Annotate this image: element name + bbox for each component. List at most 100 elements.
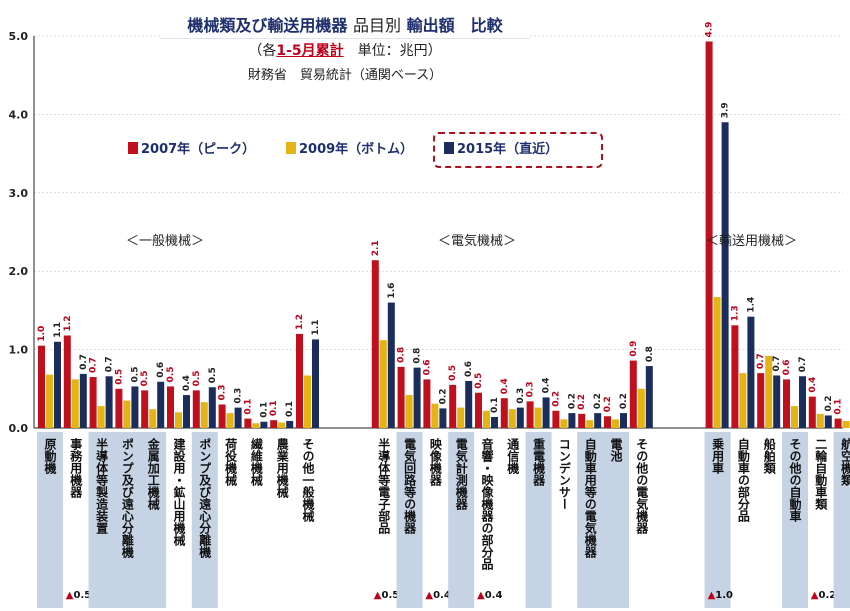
bar-s2007 xyxy=(141,390,149,428)
y-tick-label: 0.0 xyxy=(9,422,29,435)
data-label: 0.7 xyxy=(772,356,782,372)
y-tick-label: 3.0 xyxy=(9,187,29,200)
bar-s2007 xyxy=(449,384,457,428)
bar-s2015 xyxy=(260,421,268,428)
data-label: 0.8 xyxy=(645,346,655,362)
bar-s2007 xyxy=(89,377,97,428)
bar-s2009 xyxy=(560,419,568,428)
subtitle-post: 単位：兆円） xyxy=(343,43,442,59)
bar-s2009 xyxy=(765,355,773,428)
data-label: 0.3 xyxy=(516,388,526,404)
data-label: 0.6 xyxy=(156,362,166,378)
data-label: 0.2 xyxy=(551,391,561,407)
bar-s2007 xyxy=(244,418,252,428)
bar-s2009 xyxy=(586,420,594,428)
y-tick-label: 4.0 xyxy=(9,108,29,121)
bar-s2015 xyxy=(773,375,781,428)
data-label: 0.3 xyxy=(526,381,536,397)
category-label: 電池 xyxy=(609,438,623,463)
bar-s2009 xyxy=(816,413,824,428)
bar-s2007 xyxy=(296,333,303,428)
bar-s2007 xyxy=(218,404,226,428)
bar-s2009 xyxy=(200,402,208,428)
bar-s2015 xyxy=(208,387,216,428)
category-label-panel xyxy=(448,432,475,608)
data-label: 0.7 xyxy=(105,356,115,372)
category-label-panel xyxy=(577,432,604,608)
bar-s2015 xyxy=(516,407,524,428)
chart-title-main: 機械類及び輸送用機器 xyxy=(187,16,348,35)
bar-s2015 xyxy=(568,413,576,428)
bar-s2007 xyxy=(397,366,405,428)
category-label: 通信機 xyxy=(506,437,520,475)
data-label: 0.2 xyxy=(438,388,448,404)
bar-s2009 xyxy=(123,400,131,428)
category-label-panel xyxy=(88,432,115,608)
y-tick-label: 1.0 xyxy=(9,344,29,357)
bar-s2015 xyxy=(491,417,498,428)
category-label: その他の電気機器 xyxy=(635,438,649,535)
decrease-note: ▲0.4 xyxy=(425,590,450,601)
bar-s2015 xyxy=(799,376,806,428)
bar-s2009 xyxy=(637,388,645,428)
bar-s2009 xyxy=(508,409,516,428)
category-label: 船舶類 xyxy=(762,437,776,475)
y-tick-label: 2.0 xyxy=(9,265,29,278)
data-label: 1.0 xyxy=(37,326,47,342)
legend-label-2015: 2015年（直近） xyxy=(457,142,559,157)
bar-s2009 xyxy=(71,379,79,428)
bar-s2009 xyxy=(483,410,490,428)
category-label: 二輪自動車類 xyxy=(814,438,828,511)
data-label: 1.2 xyxy=(63,316,73,332)
bar-s2015 xyxy=(79,373,87,428)
bar-s2009 xyxy=(46,374,53,428)
data-label: 0.2 xyxy=(824,396,834,412)
category-label: 電気計測機器 xyxy=(454,438,468,511)
data-label: 0.6 xyxy=(464,361,474,377)
group-label-general-machinery: ＜一般機械＞ xyxy=(126,234,205,249)
legend-label-2007: 2007年（ピーク） xyxy=(141,142,256,157)
data-label: 0.5 xyxy=(114,369,124,385)
bar-s2009 xyxy=(534,407,542,428)
category-label: 農業用機械 xyxy=(275,437,289,499)
bar-s2007 xyxy=(63,335,71,428)
subtitle-pre: （各 xyxy=(248,43,277,59)
data-label: 0.8 xyxy=(397,347,407,363)
category-label: その他一般機械 xyxy=(301,438,315,523)
bar-s2007 xyxy=(423,379,431,428)
bar-s2007 xyxy=(705,41,713,428)
chart-source: 財務省 貿易統計（通関ベース） xyxy=(247,68,443,83)
bar-s2009 xyxy=(304,375,311,428)
bar-s2015 xyxy=(747,316,755,428)
legend-label-2009: 2009年（ボトム） xyxy=(299,142,414,157)
data-label: 0.5 xyxy=(448,365,458,381)
data-label: 0.4 xyxy=(808,377,818,393)
subtitle-period: 1-5月累計 xyxy=(276,43,344,59)
data-label: 0.7 xyxy=(756,353,766,369)
legend-highlight-box xyxy=(433,132,603,168)
data-label: 0.1 xyxy=(259,402,269,418)
bar-s2007 xyxy=(270,420,278,428)
bar-s2015 xyxy=(824,415,832,428)
bar-s2009 xyxy=(278,422,286,428)
data-label: 0.6 xyxy=(422,359,432,375)
data-label: 0.7 xyxy=(79,354,89,370)
bar-s2015 xyxy=(183,395,190,428)
data-label: 3.9 xyxy=(721,102,731,118)
bar-s2007 xyxy=(38,345,45,428)
category-label: 金属加工機械 xyxy=(146,437,160,511)
data-label: 0.4 xyxy=(182,375,192,391)
category-label-panel xyxy=(191,432,218,608)
bar-s2009 xyxy=(175,412,182,428)
data-label: 0.2 xyxy=(567,393,577,409)
data-label: 1.2 xyxy=(295,314,305,330)
bar-s2015 xyxy=(465,380,473,428)
data-label: 0.5 xyxy=(474,373,484,389)
data-label: 0.1 xyxy=(285,401,295,417)
legend-item-2007: 2007年（ピーク） xyxy=(128,136,255,164)
category-label: 重電機器 xyxy=(532,437,546,487)
data-label: 4.9 xyxy=(705,22,715,38)
data-label: 0.7 xyxy=(89,357,99,373)
bar-s2009 xyxy=(226,413,234,428)
